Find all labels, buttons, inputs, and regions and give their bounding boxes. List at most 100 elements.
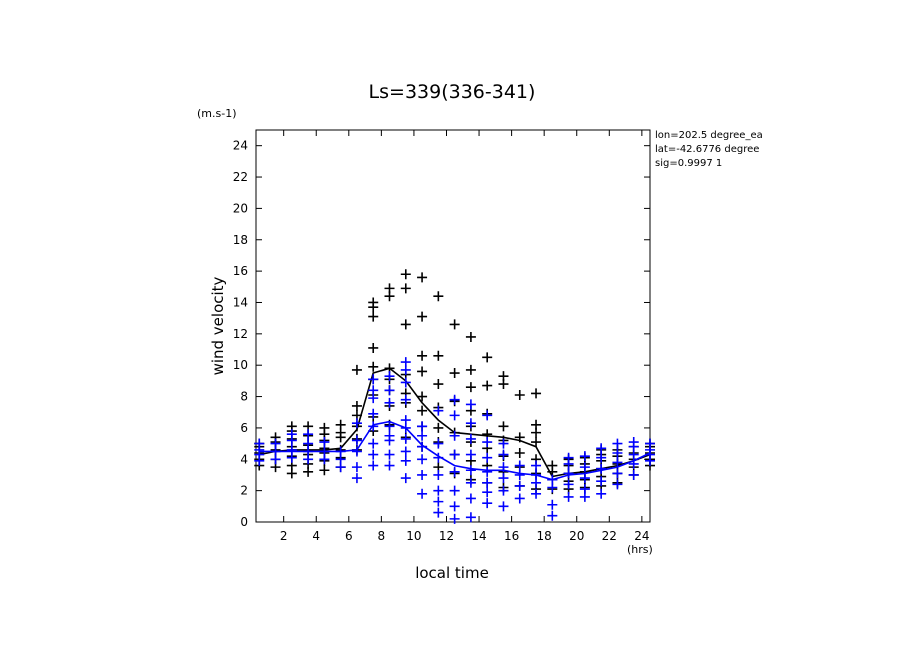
data-point-blue — [482, 487, 493, 498]
y-tick-label: 10 — [233, 358, 248, 372]
data-point-blue — [628, 437, 639, 448]
data-point-blue — [563, 479, 574, 490]
data-point-blue — [482, 410, 493, 421]
data-point-blue — [433, 405, 444, 416]
y-tick-label: 18 — [233, 233, 248, 247]
x-tick-label: 12 — [439, 529, 454, 543]
data-point-blue — [400, 394, 411, 405]
data-point-blue — [547, 499, 558, 510]
x-tick-label: 2 — [280, 529, 288, 543]
y-tick-label: 4 — [240, 452, 248, 466]
data-point-blue — [579, 451, 590, 462]
data-point-black — [482, 352, 493, 363]
data-point-blue — [433, 485, 444, 496]
data-point-blue — [286, 429, 297, 440]
data-point-blue — [465, 418, 476, 429]
data-point-blue — [465, 433, 476, 444]
data-point-blue — [612, 468, 623, 479]
data-point-blue — [482, 466, 493, 477]
data-point-blue — [384, 449, 395, 460]
x-tick-label: 18 — [537, 529, 552, 543]
data-point-blue — [563, 452, 574, 463]
data-point-blue — [465, 493, 476, 504]
data-point-black — [319, 422, 330, 433]
y-axis-label: wind velocity — [209, 276, 227, 375]
data-point-blue — [303, 438, 314, 449]
data-point-blue — [612, 457, 623, 468]
data-point-blue — [384, 421, 395, 432]
data-point-blue — [563, 491, 574, 502]
x-tick-label: 24 — [634, 529, 649, 543]
data-point-blue — [612, 479, 623, 490]
data-point-blue — [368, 460, 379, 471]
y-tick-label: 22 — [233, 170, 248, 184]
x-tick-label: 6 — [345, 529, 353, 543]
data-point-blue — [417, 469, 428, 480]
y-tick-label: 12 — [233, 327, 248, 341]
data-point-blue — [465, 512, 476, 523]
data-point-blue — [579, 462, 590, 473]
y-tick-label: 6 — [240, 421, 248, 435]
data-point-black — [465, 382, 476, 393]
data-point-blue — [449, 501, 460, 512]
data-point-blue — [319, 437, 330, 448]
data-point-blue — [368, 408, 379, 419]
data-point-black — [531, 437, 542, 448]
data-point-black — [384, 283, 395, 294]
data-point-blue — [351, 418, 362, 429]
data-point-blue — [303, 429, 314, 440]
data-point-blue — [368, 374, 379, 385]
data-point-blue — [417, 488, 428, 499]
data-point-blue — [465, 465, 476, 476]
data-point-blue — [433, 496, 444, 507]
data-point-black — [531, 388, 542, 399]
data-point-black — [351, 364, 362, 375]
info-line-sig: sig=0.9997 1 — [655, 158, 722, 169]
data-point-black — [531, 419, 542, 430]
x-tick-label: 14 — [471, 529, 486, 543]
data-point-blue — [384, 397, 395, 408]
data-point-black — [368, 311, 379, 322]
data-point-black — [417, 366, 428, 377]
data-point-black — [368, 361, 379, 372]
data-point-blue — [498, 438, 509, 449]
data-point-blue — [400, 357, 411, 368]
data-point-black — [417, 391, 428, 402]
data-point-black — [417, 272, 428, 283]
info-line-lat: lat=-42.6776 degree — [655, 144, 759, 155]
data-point-blue — [498, 501, 509, 512]
data-point-blue — [433, 469, 444, 480]
data-point-black — [449, 368, 460, 379]
data-point-blue — [579, 473, 590, 484]
data-point-blue — [286, 444, 297, 455]
data-point-blue — [417, 454, 428, 465]
y-tick-label: 0 — [240, 515, 248, 529]
data-point-black — [335, 419, 346, 430]
data-point-blue — [384, 430, 395, 441]
data-point-blue — [384, 385, 395, 396]
data-point-black — [482, 380, 493, 391]
data-point-blue — [531, 488, 542, 499]
data-point-black — [514, 389, 525, 400]
data-point-blue — [514, 493, 525, 504]
data-point-blue — [400, 473, 411, 484]
data-point-blue — [612, 438, 623, 449]
data-point-blue — [514, 460, 525, 471]
data-point-blue — [384, 460, 395, 471]
data-point-blue — [384, 371, 395, 382]
x-tick-label: 4 — [312, 529, 320, 543]
data-point-blue — [400, 446, 411, 457]
data-point-blue — [563, 468, 574, 479]
data-point-black — [465, 331, 476, 342]
y-axis-unit: (m.s-1) — [197, 107, 237, 120]
data-point-black — [498, 371, 509, 382]
y-tick-label: 16 — [233, 264, 248, 278]
data-point-black — [417, 405, 428, 416]
data-point-black — [368, 342, 379, 353]
data-point-blue — [351, 473, 362, 484]
data-point-blue — [596, 452, 607, 463]
data-point-blue — [368, 385, 379, 396]
data-point-blue — [449, 485, 460, 496]
data-point-blue — [596, 443, 607, 454]
